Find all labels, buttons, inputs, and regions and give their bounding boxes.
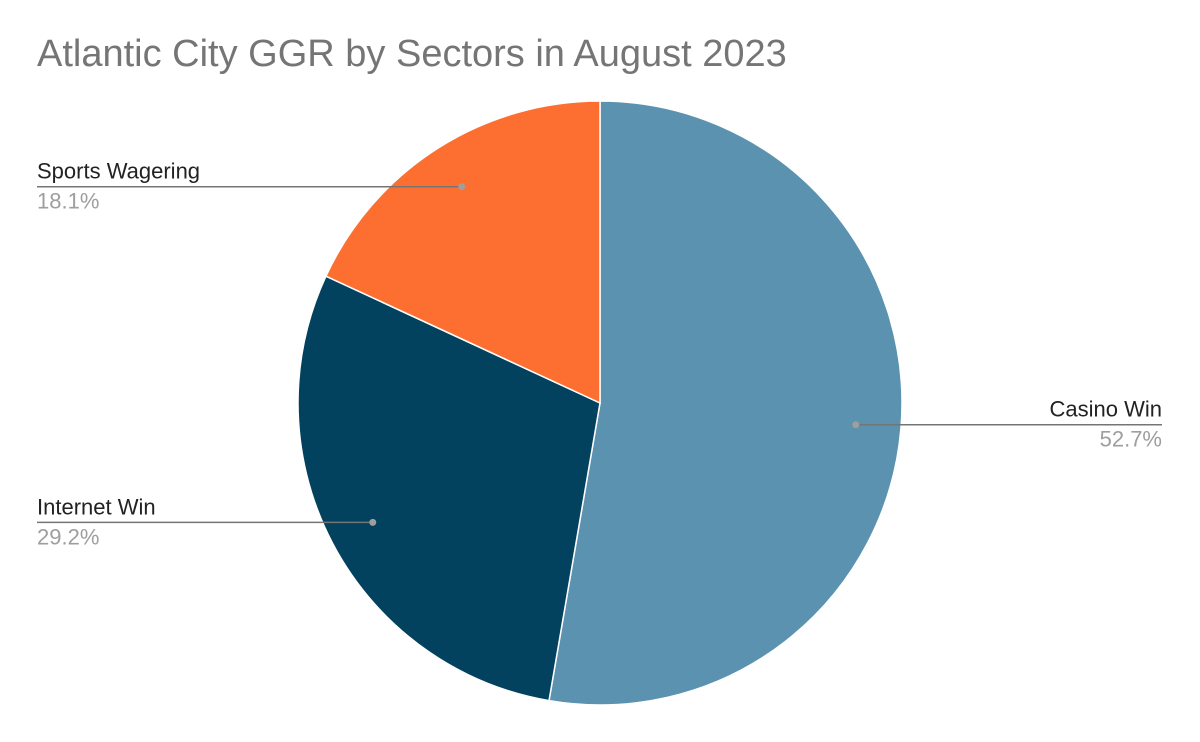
slice-percent-internet-win: 29.2%	[37, 524, 99, 549]
leader-dot-internet-win	[369, 518, 377, 526]
leader-dot-casino-win	[852, 421, 860, 429]
slice-label-internet-win: Internet Win	[37, 494, 156, 519]
slice-label-sports-wagering: Sports Wagering	[37, 159, 200, 184]
pie-slices	[297, 100, 903, 706]
leader-dot-sports-wagering	[458, 183, 466, 191]
pie-slice-internet-win	[297, 275, 601, 702]
chart-title: Atlantic City GGR by Sectors in August 2…	[37, 33, 787, 75]
pie-slice-sports-wagering	[324, 100, 601, 405]
slice-label-casino-win: Casino Win	[1050, 397, 1162, 422]
pie-labels: Casino Win 52.7% Internet Win 29.2% Sports W…	[37, 159, 1162, 549]
slice-percent-casino-win: 52.7%	[1100, 427, 1162, 452]
slice-percent-sports-wagering: 18.1%	[37, 189, 99, 214]
pie-slice-casino-win	[548, 100, 903, 706]
